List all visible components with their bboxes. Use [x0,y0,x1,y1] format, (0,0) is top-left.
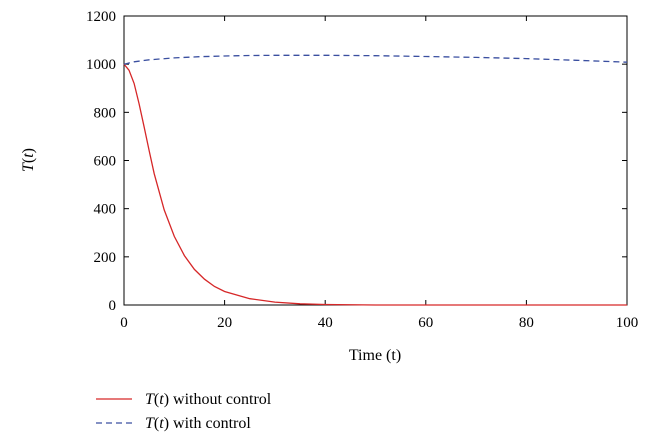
plot-border [123,15,628,306]
plot-frame [123,15,628,306]
x-tick-label: 20 [217,315,232,331]
x-tick-label: 100 [616,315,639,331]
x-tick-label: 0 [120,315,128,331]
legend-label: T(t) with control [145,415,251,432]
legend-label: T(t) without control [145,391,272,408]
y-tick-label: 400 [94,202,117,218]
series-line-with-control [123,54,628,65]
y-axis-ticks: 0 200 400 600 800 1000 1200 [86,9,627,314]
series-line-without-control [123,63,627,306]
x-tick-label: 40 [318,315,333,331]
series-layer [123,54,628,306]
y-tick-label: 1200 [86,9,116,25]
y-tick-label: 600 [94,154,117,170]
x-tick-label: 60 [418,315,433,331]
x-axis-label: Time (t) [349,347,401,364]
legend: T(t) without control T(t) with control [96,391,272,432]
y-tick-label: 800 [94,105,117,121]
x-axis-ticks: 0 20 40 60 80 100 [120,16,638,331]
x-tick-label: 80 [519,315,534,331]
y-tick-label: 0 [109,298,117,314]
y-tick-label: 1000 [86,57,116,73]
y-axis-label: T(t) [20,148,37,172]
y-tick-label: 200 [94,250,117,266]
